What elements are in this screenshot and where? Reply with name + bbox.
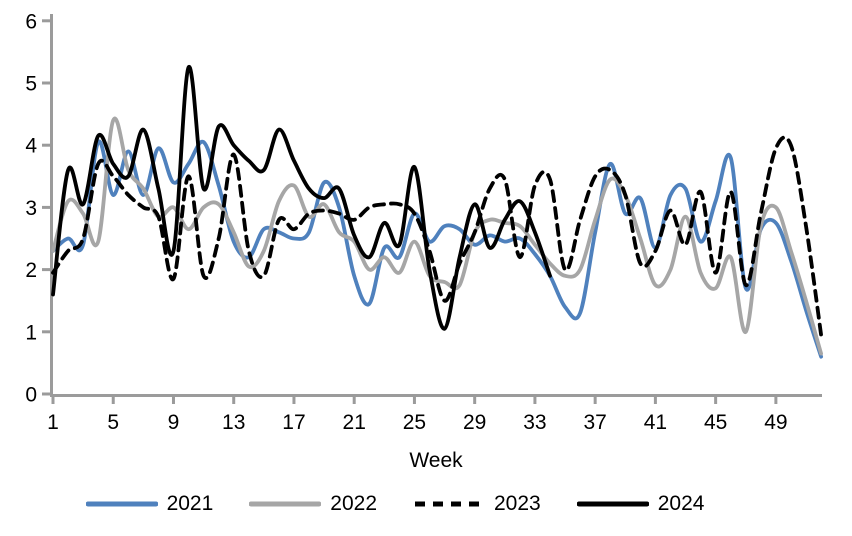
x-tick-label: 9 xyxy=(168,411,180,434)
y-tick-label: 6 xyxy=(25,10,37,33)
y-tick-label: 1 xyxy=(25,321,37,344)
legend-item-2023: 2023 xyxy=(413,492,541,516)
x-tick-label: 29 xyxy=(463,411,486,434)
x-tick-label: 49 xyxy=(764,411,787,434)
series-line-2022 xyxy=(51,116,823,356)
legend-swatch-2023 xyxy=(415,501,483,507)
x-tick-label: 25 xyxy=(403,411,426,434)
legend-swatch-2022 xyxy=(249,501,322,507)
legend-label-2024: 2024 xyxy=(657,492,705,515)
legend-item-2021: 2021 xyxy=(85,492,214,516)
legend-swatch-2024 xyxy=(576,501,649,507)
legend-label-2023: 2023 xyxy=(494,492,541,515)
x-tick-label: 5 xyxy=(107,411,119,434)
legend-item-2024: 2024 xyxy=(576,492,705,516)
x-tick-label: 45 xyxy=(704,411,727,434)
series-line-2023 xyxy=(51,135,823,337)
series-lines xyxy=(51,65,823,359)
x-tick-label: 33 xyxy=(523,411,546,434)
axes xyxy=(50,14,822,397)
chart-legend: 2021 2022 2023 2024 xyxy=(0,492,790,516)
x-tick-label: 17 xyxy=(282,411,305,434)
x-axis-title: Week xyxy=(409,449,463,472)
legend-item-2022: 2022 xyxy=(249,492,377,516)
y-tick-label: 3 xyxy=(25,197,37,220)
y-tick-label: 2 xyxy=(25,259,37,282)
x-axis: 1 5 9 13 17 21 25 29 33 37 41 45 49 xyxy=(47,397,788,434)
series-line-2024 xyxy=(51,65,552,331)
x-tick-label: 21 xyxy=(343,411,366,434)
legend-swatch-2021 xyxy=(85,501,158,507)
y-tick-label: 5 xyxy=(25,73,37,96)
x-tick-label: 13 xyxy=(222,411,245,434)
x-tick-label: 37 xyxy=(583,411,606,434)
y-tick-label: 0 xyxy=(25,384,37,407)
x-tick-label: 1 xyxy=(47,411,59,434)
legend-label-2022: 2022 xyxy=(330,492,377,515)
x-tick-label: 41 xyxy=(644,411,667,434)
y-tick-label: 4 xyxy=(25,135,37,158)
y-axis: 0 1 2 3 4 5 6 xyxy=(25,10,50,407)
legend-label-2021: 2021 xyxy=(166,492,214,515)
